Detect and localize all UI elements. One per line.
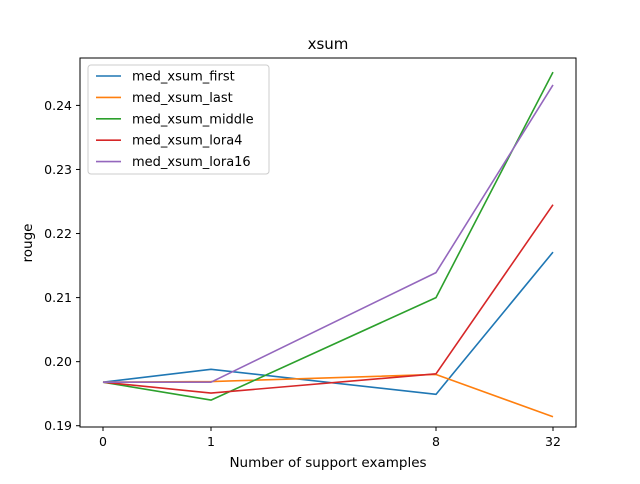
legend-label: med_xsum_middle: [132, 112, 254, 127]
series-line-med-xsum-lora4: [102, 204, 554, 394]
axes-layer: 0 1 8 32 0.19 0.20 0.21 0.22 0.23 0.24: [44, 57, 577, 449]
legend-label: med_xsum_last: [132, 91, 233, 106]
legend-label: med_xsum_lora16: [132, 155, 251, 170]
x-axis-label: Number of support examples: [229, 455, 426, 471]
legend-item: med_xsum_middle: [96, 112, 254, 127]
legend-item: med_xsum_last: [96, 91, 233, 106]
series-layer: [102, 71, 554, 418]
x-tick-label: 32: [545, 434, 561, 449]
y-tick-label: 0.24: [44, 98, 72, 113]
legend-item: med_xsum_first: [96, 70, 235, 85]
series-line-med-xsum-first: [102, 251, 554, 396]
series-line-med-xsum-middle: [102, 71, 554, 401]
series-line-med-xsum-lora16: [103, 84, 554, 383]
legend-label: med_xsum_first: [132, 70, 235, 85]
legend-label: med_xsum_lora4: [132, 134, 242, 149]
chart-title: xsum: [308, 35, 349, 53]
x-tick-label: 1: [207, 434, 215, 449]
y-axis-label: rouge: [20, 224, 36, 263]
x-tick-label: 0: [99, 434, 107, 449]
x-tick-label: 8: [432, 434, 440, 449]
legend-item: med_xsum_lora16: [96, 155, 251, 170]
legend-box: [87, 64, 270, 175]
y-tick-label: 0.19: [44, 418, 72, 433]
y-tick-label: 0.22: [44, 226, 72, 241]
series-line-med-xsum-last: [102, 373, 554, 418]
y-tick-label: 0.21: [44, 290, 72, 305]
y-tick-label: 0.20: [44, 354, 72, 369]
legend: med_xsum_first med_xsum_last med_xsum_midd…: [87, 64, 270, 175]
y-tick-label: 0.23: [44, 162, 72, 177]
plot-frame: [79, 57, 577, 428]
legend-item: med_xsum_lora4: [96, 134, 242, 149]
